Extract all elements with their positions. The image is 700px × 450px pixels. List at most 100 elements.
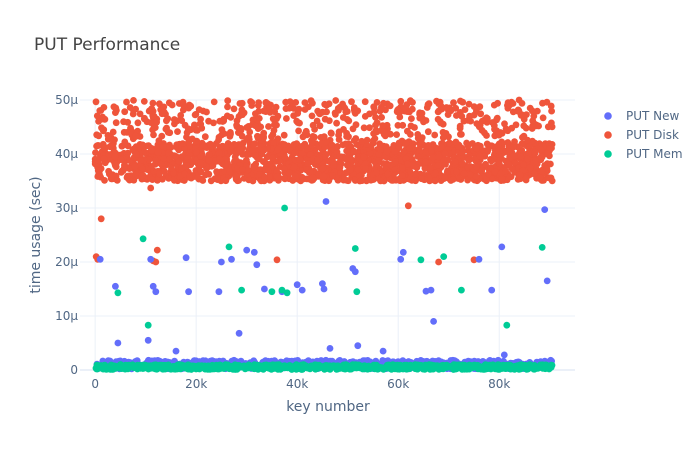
- data-point: [149, 176, 156, 184]
- data-point: [300, 361, 308, 369]
- data-point: [225, 130, 233, 138]
- data-point: [94, 167, 102, 175]
- legend-label: PUT New: [626, 109, 680, 123]
- data-point: [98, 124, 105, 132]
- data-point: [265, 167, 272, 175]
- data-point: [532, 157, 539, 165]
- data-point: [290, 163, 298, 171]
- data-point: [226, 168, 233, 176]
- data-point: [200, 142, 208, 150]
- data-point: [522, 174, 530, 182]
- data-point: [254, 132, 261, 140]
- legend-item[interactable]: PUT Mem: [604, 147, 683, 161]
- data-point: [291, 172, 299, 180]
- data-point: [500, 351, 508, 359]
- data-point: [397, 156, 405, 164]
- data-point: [531, 148, 539, 156]
- data-point: [271, 121, 278, 128]
- data-point: [370, 103, 378, 111]
- data-point: [218, 258, 225, 266]
- data-point: [236, 100, 244, 107]
- data-point: [121, 138, 129, 146]
- data-point: [361, 362, 368, 369]
- data-point: [428, 147, 435, 155]
- y-tick-label: 40μ: [55, 147, 78, 161]
- data-point: [145, 156, 153, 164]
- data-point: [457, 97, 464, 105]
- data-point: [350, 147, 358, 155]
- data-point: [231, 366, 239, 373]
- data-point: [206, 151, 213, 158]
- data-point: [537, 146, 545, 154]
- data-point: [452, 138, 460, 146]
- data-point: [487, 164, 494, 172]
- data-point: [249, 147, 256, 154]
- data-point: [140, 147, 148, 155]
- data-point: [136, 110, 144, 118]
- data-point: [153, 118, 161, 126]
- legend-marker: [604, 112, 612, 120]
- data-point: [431, 131, 439, 139]
- data-point: [120, 164, 128, 172]
- data-point: [444, 168, 451, 176]
- data-point: [99, 113, 106, 121]
- data-point: [228, 255, 235, 263]
- data-point: [495, 160, 503, 168]
- data-point: [281, 174, 288, 182]
- data-point: [157, 160, 165, 168]
- data-point: [159, 175, 166, 183]
- data-point: [398, 172, 406, 180]
- data-point: [539, 114, 547, 122]
- data-point: [544, 150, 552, 158]
- legend[interactable]: PUT New PUT Disk PUT Mem: [604, 109, 683, 161]
- data-point: [307, 362, 315, 370]
- legend-marker: [604, 150, 612, 158]
- data-point: [325, 117, 333, 125]
- data-point: [528, 363, 536, 370]
- data-point: [101, 144, 109, 152]
- data-point: [197, 363, 205, 371]
- data-point: [238, 166, 246, 173]
- data-point: [154, 148, 162, 156]
- data-point: [203, 108, 210, 116]
- data-point: [160, 103, 168, 111]
- data-point: [285, 104, 293, 112]
- data-point: [183, 133, 190, 141]
- data-point: [453, 168, 460, 176]
- x-axis-title: key number: [286, 399, 370, 415]
- y-axis-title: time usage (sec): [28, 176, 44, 293]
- data-point: [526, 164, 534, 172]
- data-point: [296, 156, 304, 163]
- data-point: [145, 365, 152, 373]
- y-axis-ticks: 0 10μ 20μ 30μ 40μ 50μ: [55, 93, 78, 377]
- data-point: [298, 149, 306, 157]
- data-point: [316, 122, 324, 130]
- data-point: [274, 146, 282, 154]
- data-point: [547, 361, 555, 369]
- data-point: [224, 97, 232, 105]
- data-point: [198, 124, 206, 132]
- data-point: [393, 131, 400, 139]
- data-point: [112, 119, 120, 127]
- data-point: [378, 114, 385, 121]
- data-point: [268, 133, 275, 141]
- data-point: [274, 112, 282, 120]
- data-point: [149, 99, 157, 107]
- data-point: [269, 154, 276, 162]
- legend-item[interactable]: PUT New: [604, 109, 680, 123]
- data-point: [465, 156, 473, 164]
- legend-item[interactable]: PUT Disk: [604, 128, 679, 142]
- data-point: [219, 118, 227, 125]
- data-point: [328, 130, 335, 137]
- data-point: [100, 155, 108, 163]
- data-point: [515, 365, 523, 373]
- data-point: [291, 149, 299, 157]
- data-point: [227, 113, 235, 121]
- data-point: [458, 131, 465, 138]
- data-point: [273, 256, 281, 264]
- data-point: [335, 364, 343, 372]
- data-point: [180, 101, 187, 109]
- data-point: [151, 124, 159, 131]
- data-point: [424, 128, 432, 136]
- data-point: [343, 133, 350, 140]
